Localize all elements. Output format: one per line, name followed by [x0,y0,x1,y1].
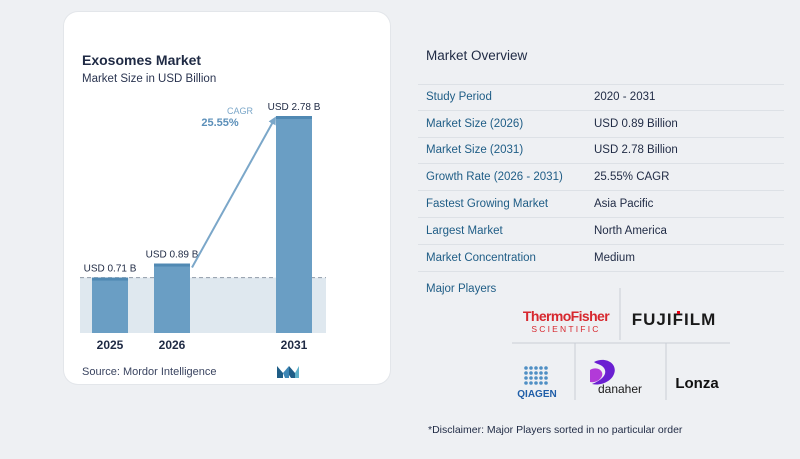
major-players-title: Major Players [426,283,497,295]
overview-row-label: Market Size (2031) [426,144,524,157]
overview-row-value: Medium [594,251,635,264]
overview-row: Market Concentration Medium [418,245,784,272]
overview-row-value: 25.55% CAGR [594,171,670,184]
market-overview-panel: Market Overview Study Period 2020 - 2031 … [418,0,800,459]
danaher-swirl-icon [592,359,615,385]
overview-row-value: USD 0.89 Billion [594,117,678,130]
x-tick-label: 2025 [97,338,124,352]
bar-2031 [276,116,312,333]
overview-row: Market Size (2031) USD 2.78 Billion [418,138,784,165]
overview-row-label: Study Period [426,91,492,104]
mordor-logo-icon [277,366,299,378]
bar-cap-2031 [276,116,312,119]
source-note: Source: Mordor Intelligence [82,366,217,378]
bar-2025 [92,277,128,333]
overview-title: Market Overview [426,48,528,63]
x-tick-label: 2026 [159,338,186,352]
bar-value-label: USD 0.89 B [146,250,199,261]
overview-row: Largest Market North America [418,218,784,245]
bar-cap-2026 [154,263,190,267]
bar-value-label: USD 0.71 B [84,264,137,275]
chart-subtitle: Market Size in USD Billion [82,73,217,85]
cagr-label: CAGR [227,106,254,116]
thermofisher-subname: SCIENTIFIC [531,324,600,334]
overview-row-label: Market Concentration [426,251,536,264]
fujifilm-logo: FUJIFILM [632,310,717,329]
overview-row-value: North America [594,224,667,237]
cagr-arrow [191,116,276,269]
overview-row-label: Market Size (2026) [426,117,524,130]
qiagen-dots-icon [524,366,548,385]
bars-group: USD 0.71 B 2025 USD 0.89 B 2026 USD 2.78 B 20… [84,102,321,352]
bar-value-label: USD 2.78 B [268,102,321,113]
danaher-swirl-accent-icon [590,368,603,383]
overview-row-value: Asia Pacific [594,198,654,211]
danaher-name: danaher [598,382,642,396]
overview-row-label: Fastest Growing Market [426,198,549,211]
major-players-grid: ThermoFisher SCIENTIFIC FUJIFILM QIAGEN … [512,288,730,400]
x-tick-label: 2031 [281,338,308,352]
bar-2026 [154,263,190,333]
lonza-logo: Lonza [675,375,719,392]
overview-row: Market Size (2026) USD 0.89 Billion [418,111,784,138]
overview-row: Growth Rate (2026 - 2031) 25.55% CAGR [418,164,784,192]
danaher-logo: danaher [590,359,642,396]
overview-row: Study Period 2020 - 2031 [418,84,784,111]
cagr-value: 25.55% [201,117,239,129]
chart-card: Exosomes Market Market Size in USD Billi… [64,12,390,384]
overview-table: Study Period 2020 - 2031 Market Size (202… [418,84,784,272]
thermofisher-name: ThermoFisher [523,308,610,324]
overview-row-value: 2020 - 2031 [594,91,656,104]
overview-row: Fastest Growing Market Asia Pacific [418,191,784,218]
bar-cap-2025 [92,277,128,281]
overview-row-label: Largest Market [426,224,503,237]
qiagen-name: QIAGEN [517,389,556,400]
disclaimer: *Disclaimer: Major Players sorted in no … [428,424,683,436]
overview-row-label: Growth Rate (2026 - 2031) [426,171,563,184]
qiagen-logo: QIAGEN [517,366,557,400]
chart-title: Exosomes Market [82,52,202,68]
overview-row-value: USD 2.78 Billion [594,144,678,157]
fujifilm-dot-icon [677,311,680,314]
bar-chart: USD 0.71 B 2025 USD 0.89 B 2026 USD 2.78 B 20… [80,102,326,352]
thermofisher-logo: ThermoFisher SCIENTIFIC [523,308,611,334]
